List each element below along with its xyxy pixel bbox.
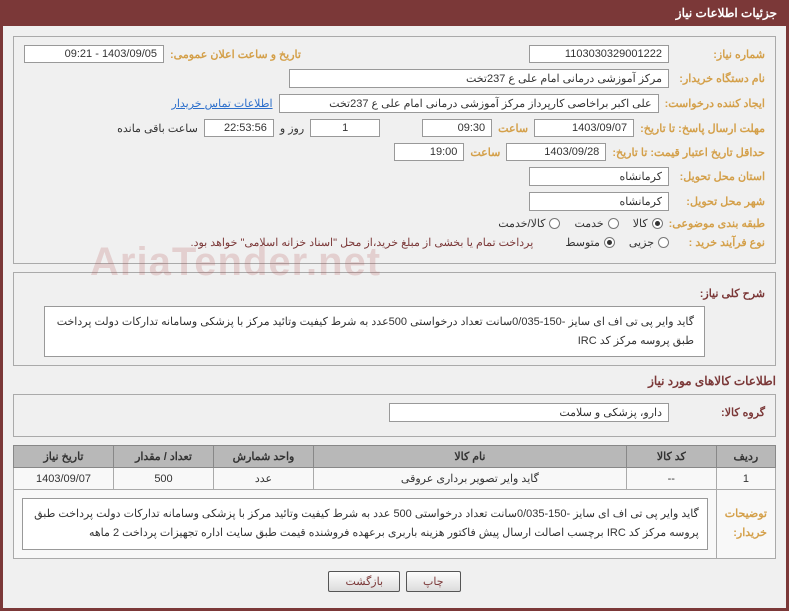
cell-name: گاید وایر تصویر برداری عروقی — [314, 468, 627, 490]
col-unit: واحد شمارش — [214, 446, 314, 468]
validity-label: حداقل تاریخ اعتبار قیمت: تا تاریخ: — [612, 146, 765, 159]
buyer-note-row: توضیحات خریدار: گاید وایر پی تی اف ای سا… — [14, 490, 776, 558]
page-title-bar: جزئیات اطلاعات نیاز — [0, 0, 789, 26]
process-label: نوع فرآیند خرید : — [675, 236, 765, 249]
table-row: 1 -- گاید وایر تصویر برداری عروقی عدد 50… — [14, 468, 776, 490]
buyer-org-label: نام دستگاه خریدار: — [675, 72, 765, 85]
radio-label: کالا — [633, 217, 648, 230]
summary-group: شرح کلی نیاز: گاید وایر پی تی اف ای سایز… — [13, 272, 776, 366]
goods-group-label: گروه کالا: — [675, 406, 765, 419]
delivery-city-label: شهر محل تحویل: — [675, 195, 765, 208]
col-code: کد کالا — [626, 446, 716, 468]
category-radio-both[interactable]: کالا/خدمت — [498, 217, 560, 230]
radio-label: خدمت — [574, 217, 603, 230]
radio-icon — [608, 218, 619, 229]
col-qty: تعداد / مقدار — [114, 446, 214, 468]
deadline-send-time: 09:30 — [422, 119, 492, 137]
buyer-note-label: توضیحات خریدار: — [716, 490, 775, 558]
need-no-field: 1103030329001222 — [529, 45, 669, 63]
deadline-send-label: مهلت ارسال پاسخ: تا تاریخ: — [640, 122, 765, 135]
announce-label: تاریخ و ساعت اعلان عمومی: — [170, 48, 301, 61]
buyer-note-text: گاید وایر پی تی اف ای سایز -150-0/035سان… — [22, 498, 708, 549]
remain-time: 22:53:56 — [204, 119, 274, 137]
cell-unit: عدد — [214, 468, 314, 490]
category-radio-goods[interactable]: کالا — [633, 217, 663, 230]
cell-idx: 1 — [716, 468, 775, 490]
radio-icon — [604, 237, 615, 248]
cell-qty: 500 — [114, 468, 214, 490]
delivery-city: کرمانشاه — [529, 192, 669, 211]
col-name: نام کالا — [314, 446, 627, 468]
process-radio-minor[interactable]: جزیی — [629, 236, 669, 249]
category-radio-group: کالا خدمت کالا/خدمت — [498, 217, 662, 230]
col-date: تاریخ نیاز — [14, 446, 114, 468]
remain-days: 1 — [310, 119, 380, 137]
delivery-province-label: استان محل تحویل: — [675, 170, 765, 183]
summary-label: شرح کلی نیاز: — [675, 287, 765, 300]
announce-field: 1403/09/05 - 09:21 — [24, 45, 164, 63]
buyer-contact-link[interactable]: اطلاعات تماس خریدار — [172, 97, 273, 110]
radio-label: جزیی — [629, 236, 654, 249]
buyer-org-field: مرکز آموزشی درمانی امام علی ع 237تخت — [289, 69, 669, 88]
radio-label: کالا/خدمت — [498, 217, 545, 230]
category-radio-service[interactable]: خدمت — [574, 217, 618, 230]
requester-label: ایجاد کننده درخواست: — [665, 97, 765, 110]
footer-buttons: چاپ بازگشت — [13, 559, 776, 598]
radio-label: متوسط — [565, 236, 600, 249]
goods-section-title: اطلاعات کالاهای مورد نیاز — [13, 374, 776, 388]
remain-suffix: ساعت باقی مانده — [117, 122, 198, 135]
validity-time: 19:00 — [394, 143, 464, 161]
col-idx: ردیف — [716, 446, 775, 468]
deadline-send-date: 1403/09/07 — [534, 119, 634, 137]
hour-label-1: ساعت — [498, 122, 528, 135]
process-note: پرداخت تمام یا بخشی از مبلغ خرید،از محل … — [191, 236, 534, 249]
delivery-province: کرمانشاه — [529, 167, 669, 186]
basic-info-group: شماره نیاز: 1103030329001222 تاریخ و ساع… — [13, 36, 776, 264]
category-label: طبقه بندی موضوعی: — [669, 217, 765, 230]
buyer-note-cell: گاید وایر پی تی اف ای سایز -150-0/035سان… — [14, 490, 717, 558]
goods-group-value: دارو، پزشکی و سلامت — [389, 403, 669, 422]
radio-icon — [652, 218, 663, 229]
process-radio-group: جزیی متوسط — [565, 236, 669, 249]
need-no-label: شماره نیاز: — [675, 48, 765, 61]
radio-icon — [549, 218, 560, 229]
requester-field: علی اکبر براخاصی کارپرداز مرکز آموزشی در… — [279, 94, 659, 113]
hour-label-2: ساعت — [470, 146, 500, 159]
validity-date: 1403/09/28 — [506, 143, 606, 161]
goods-group-box: گروه کالا: دارو، پزشکی و سلامت — [13, 394, 776, 437]
page-title: جزئیات اطلاعات نیاز — [676, 6, 777, 20]
summary-text: گاید وایر پی تی اف ای سایز -150-0/035سان… — [44, 306, 705, 357]
radio-icon — [658, 237, 669, 248]
cell-date: 1403/09/07 — [14, 468, 114, 490]
day-and-label: روز و — [280, 122, 304, 135]
cell-code: -- — [626, 468, 716, 490]
goods-table: ردیف کد کالا نام کالا واحد شمارش تعداد /… — [13, 445, 776, 558]
back-button[interactable]: بازگشت — [328, 571, 400, 592]
print-button[interactable]: چاپ — [406, 571, 461, 592]
process-radio-medium[interactable]: متوسط — [565, 236, 615, 249]
